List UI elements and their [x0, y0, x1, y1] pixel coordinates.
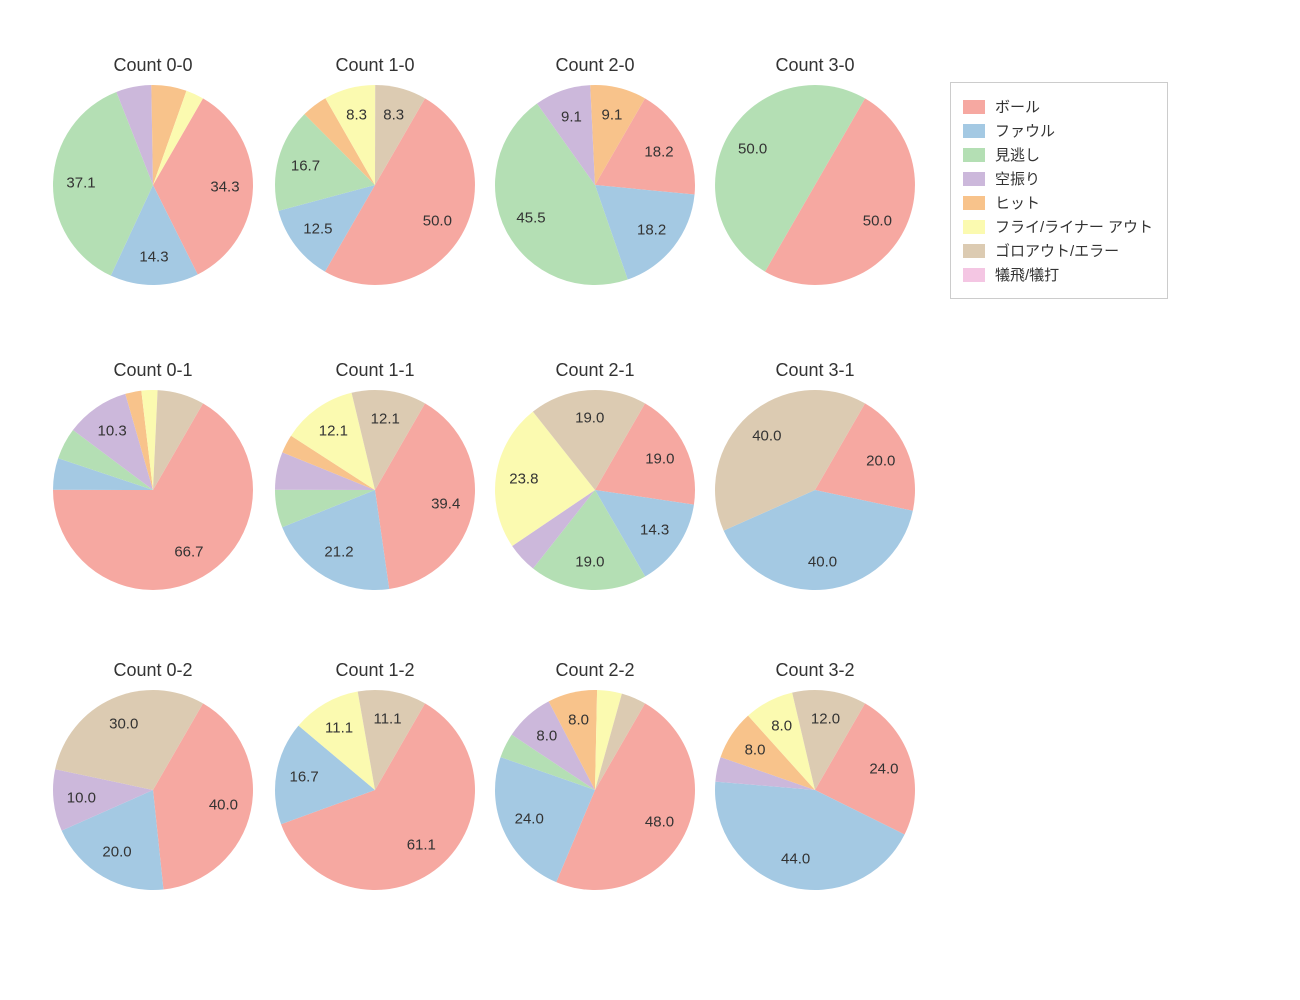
legend-label: ゴロアウト/エラー	[995, 240, 1119, 261]
pie-title: Count 3-2	[775, 660, 854, 681]
legend-item: 空振り	[963, 168, 1153, 189]
legend-item: ボール	[963, 96, 1153, 117]
pie-title: Count 0-2	[113, 660, 192, 681]
pie-chart	[51, 388, 255, 592]
legend-swatch	[963, 148, 985, 162]
pie-title: Count 3-0	[775, 55, 854, 76]
legend-item: ファウル	[963, 120, 1153, 141]
legend-swatch	[963, 124, 985, 138]
legend-label: 見逃し	[995, 144, 1040, 165]
legend-label: フライ/ライナー アウト	[995, 216, 1153, 237]
legend-label: 空振り	[995, 168, 1040, 189]
legend-item: ヒット	[963, 192, 1153, 213]
pie-title: Count 3-1	[775, 360, 854, 381]
legend-label: ファウル	[995, 120, 1055, 141]
legend-swatch	[963, 196, 985, 210]
pie-chart	[51, 688, 255, 892]
legend-swatch	[963, 268, 985, 282]
pie-title: Count 0-1	[113, 360, 192, 381]
legend-item: 犠飛/犠打	[963, 264, 1153, 285]
pie-chart	[493, 83, 697, 287]
legend-label: ボール	[995, 96, 1040, 117]
legend-item: 見逃し	[963, 144, 1153, 165]
pie-chart	[713, 688, 917, 892]
pie-chart	[493, 388, 697, 592]
pie-title: Count 0-0	[113, 55, 192, 76]
legend-item: ゴロアウト/エラー	[963, 240, 1153, 261]
pie-title: Count 2-2	[555, 660, 634, 681]
pie-title: Count 1-0	[335, 55, 414, 76]
pie-chart	[51, 83, 255, 287]
pie-title: Count 1-1	[335, 360, 414, 381]
legend-label: 犠飛/犠打	[995, 264, 1059, 285]
pie-chart	[273, 388, 477, 592]
pie-chart	[273, 83, 477, 287]
legend-swatch	[963, 172, 985, 186]
chart-grid: Count 0-034.314.337.1Count 1-050.012.516…	[0, 0, 1300, 1000]
pie-chart	[713, 388, 917, 592]
legend: ボールファウル見逃し空振りヒットフライ/ライナー アウトゴロアウト/エラー犠飛/…	[950, 82, 1168, 299]
legend-item: フライ/ライナー アウト	[963, 216, 1153, 237]
pie-chart	[273, 688, 477, 892]
pie-chart	[713, 83, 917, 287]
legend-swatch	[963, 244, 985, 258]
pie-title: Count 2-0	[555, 55, 634, 76]
legend-label: ヒット	[995, 192, 1040, 213]
pie-chart	[493, 688, 697, 892]
legend-swatch	[963, 100, 985, 114]
legend-swatch	[963, 220, 985, 234]
pie-title: Count 2-1	[555, 360, 634, 381]
pie-title: Count 1-2	[335, 660, 414, 681]
